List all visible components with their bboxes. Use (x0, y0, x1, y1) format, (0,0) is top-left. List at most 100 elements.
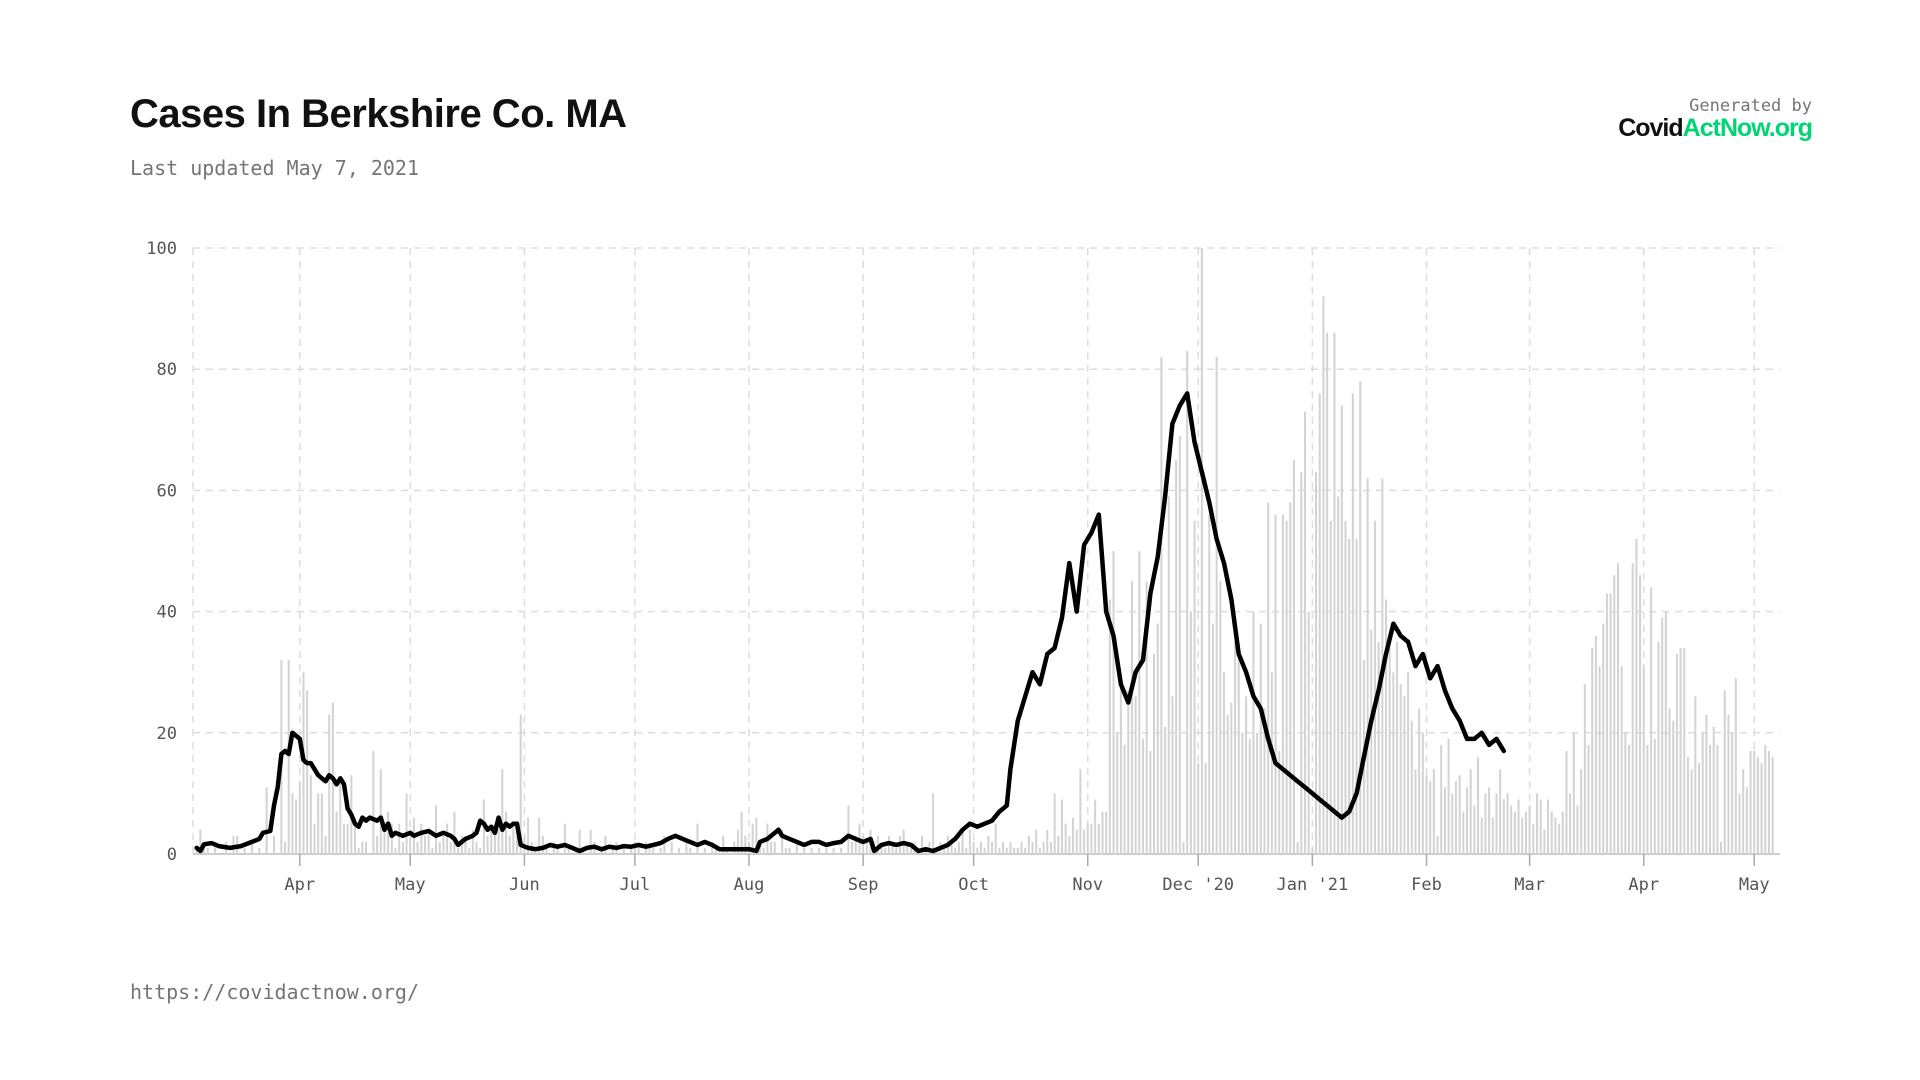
brand-logo[interactable]: CovidActNow.org (1618, 114, 1813, 143)
daily-case-bar (659, 847, 662, 854)
x-tick-label: May (1739, 875, 1770, 895)
daily-case-bar (1705, 714, 1708, 854)
daily-case-bar (862, 835, 865, 854)
daily-case-bar (1219, 581, 1222, 854)
daily-case-bar (1289, 502, 1292, 854)
daily-case-bar (284, 841, 287, 854)
daily-case-bar (354, 817, 357, 854)
daily-case-bar (1197, 763, 1200, 854)
daily-case-bar (317, 793, 320, 854)
daily-case-bar (1016, 847, 1019, 854)
daily-case-bar (1620, 666, 1623, 854)
daily-case-bar (784, 847, 787, 854)
daily-case-bar (589, 829, 592, 854)
daily-case-bar (1013, 847, 1016, 854)
daily-case-bar (501, 769, 504, 854)
daily-case-bar (670, 841, 673, 854)
daily-case-bar (1278, 750, 1281, 854)
daily-case-bar (365, 841, 368, 854)
daily-case-bar (493, 823, 496, 854)
daily-case-bar (1274, 514, 1277, 854)
daily-case-bar (1407, 672, 1410, 854)
daily-case-bar (1108, 599, 1111, 854)
daily-case-bar (1510, 805, 1513, 854)
daily-case-bar (1539, 799, 1542, 854)
daily-case-bar (961, 829, 964, 854)
daily-case-bar (1753, 750, 1756, 854)
daily-case-bar (895, 847, 898, 854)
daily-case-bar (1731, 732, 1734, 854)
daily-case-bar (1256, 732, 1259, 854)
daily-case-bar (538, 817, 541, 854)
daily-case-bar (1410, 720, 1413, 854)
daily-case-bar (1141, 738, 1145, 854)
daily-case-bar (983, 847, 986, 854)
daily-case-bar (1027, 835, 1030, 854)
x-tick-label: Jan '21 (1277, 875, 1349, 895)
daily-case-bar (884, 847, 887, 854)
daily-case-bar (1421, 732, 1424, 854)
daily-case-bar (1418, 708, 1421, 854)
x-tick-label: Dec '20 (1162, 875, 1234, 895)
daily-case-bar (243, 847, 246, 854)
daily-case-bar (1528, 805, 1531, 854)
daily-case-bar (1259, 623, 1262, 854)
daily-case-bar (1189, 611, 1192, 854)
x-tick-label: Apr (1628, 875, 1659, 895)
daily-case-bar (1384, 599, 1388, 854)
daily-case-bar (1340, 405, 1343, 854)
daily-case-bar (475, 841, 478, 854)
average-line-path (194, 391, 1507, 854)
daily-case-bar (376, 835, 379, 854)
daily-case-bar (652, 847, 655, 854)
daily-case-bar (1473, 805, 1476, 854)
daily-case-bar (1145, 581, 1148, 854)
daily-case-bar (759, 841, 762, 854)
daily-case-bar (1506, 793, 1509, 854)
daily-case-bar (250, 841, 253, 854)
daily-case-bar (1046, 829, 1049, 854)
daily-case-bar (504, 811, 507, 854)
daily-case-bar (950, 841, 953, 854)
daily-case-bar (306, 690, 309, 854)
daily-case-bar (1653, 738, 1656, 854)
daily-case-bar (744, 835, 747, 854)
daily-case-bar (906, 841, 909, 854)
daily-case-bar (722, 835, 725, 854)
x-tick-label: May (395, 875, 426, 895)
daily-case-bar (1344, 520, 1347, 854)
daily-case-bar (342, 823, 345, 854)
daily-case-bar (1469, 769, 1472, 854)
daily-case-bar (199, 829, 202, 854)
daily-case-bar (563, 823, 566, 854)
daily-case-bar (751, 823, 754, 854)
daily-case-bar (770, 841, 773, 854)
daily-case-bar (401, 841, 404, 854)
daily-case-bar (1116, 732, 1119, 854)
daily-case-bar (464, 835, 467, 854)
daily-case-bar (398, 823, 401, 854)
daily-case-bar (1300, 472, 1303, 854)
daily-case-bar (1723, 690, 1726, 854)
x-tick-label: Aug (734, 875, 765, 895)
daily-case-bar (755, 817, 758, 854)
daily-case-bar (1675, 654, 1678, 854)
daily-case-bar (921, 835, 924, 854)
daily-case-bar (1072, 817, 1075, 854)
daily-case-bar (1432, 769, 1435, 854)
daily-case-bar (1697, 763, 1701, 854)
daily-case-bar (1602, 623, 1605, 854)
x-tick-label: Mar (1514, 875, 1545, 895)
daily-case-bar (328, 714, 331, 854)
x-tick-label: Oct (958, 875, 989, 895)
daily-case-bar (685, 841, 688, 854)
daily-case-bar (1598, 666, 1601, 854)
daily-case-bar (1616, 563, 1619, 854)
daily-case-bar (1447, 738, 1450, 854)
daily-case-bar (1267, 502, 1270, 854)
daily-case-bar (446, 823, 449, 854)
daily-case-bar (1760, 763, 1763, 854)
brand-logo-part1: Covid (1618, 114, 1683, 142)
daily-case-bar (1458, 775, 1461, 854)
